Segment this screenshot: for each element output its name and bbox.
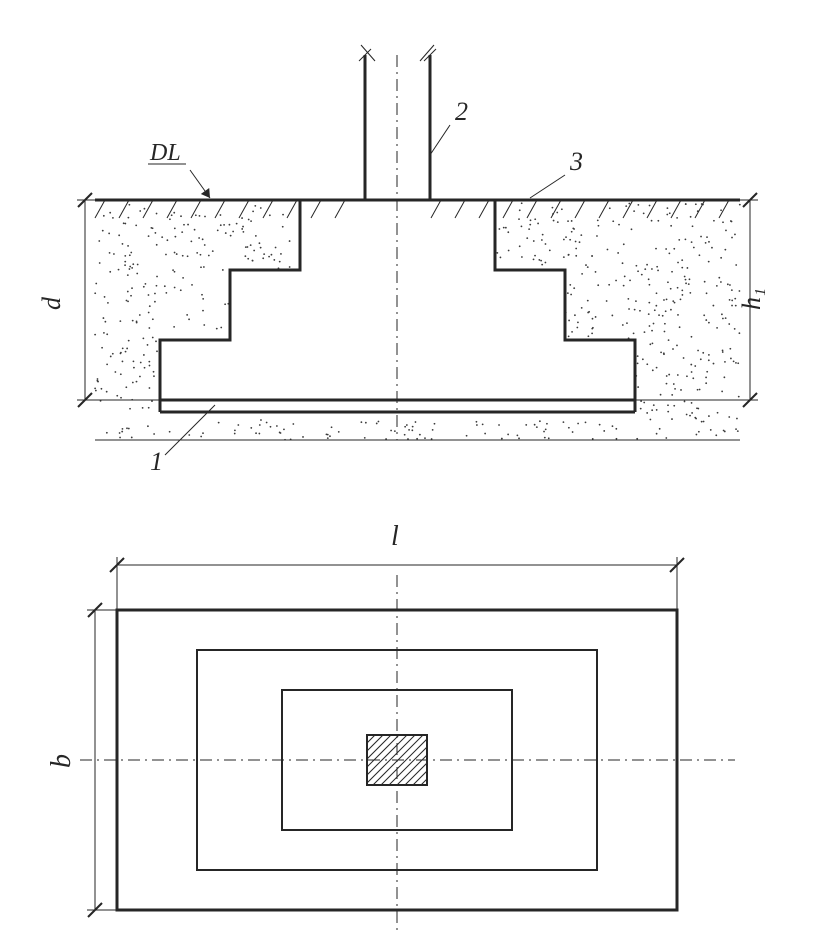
dim-d-label: d xyxy=(37,296,66,310)
soil-dots xyxy=(94,202,741,440)
callout-1: 1 xyxy=(150,447,163,476)
dl-label: DL xyxy=(149,140,181,166)
dim-b-label: b xyxy=(46,754,77,768)
callout-3: 3 xyxy=(569,147,583,176)
callout-2: 2 xyxy=(455,97,468,126)
dim-hf-label: h₁ xyxy=(737,288,766,310)
dim-l-label: l xyxy=(391,521,399,552)
engineering-diagram: d h₁ DL 1 2 3 l b xyxy=(0,0,831,940)
